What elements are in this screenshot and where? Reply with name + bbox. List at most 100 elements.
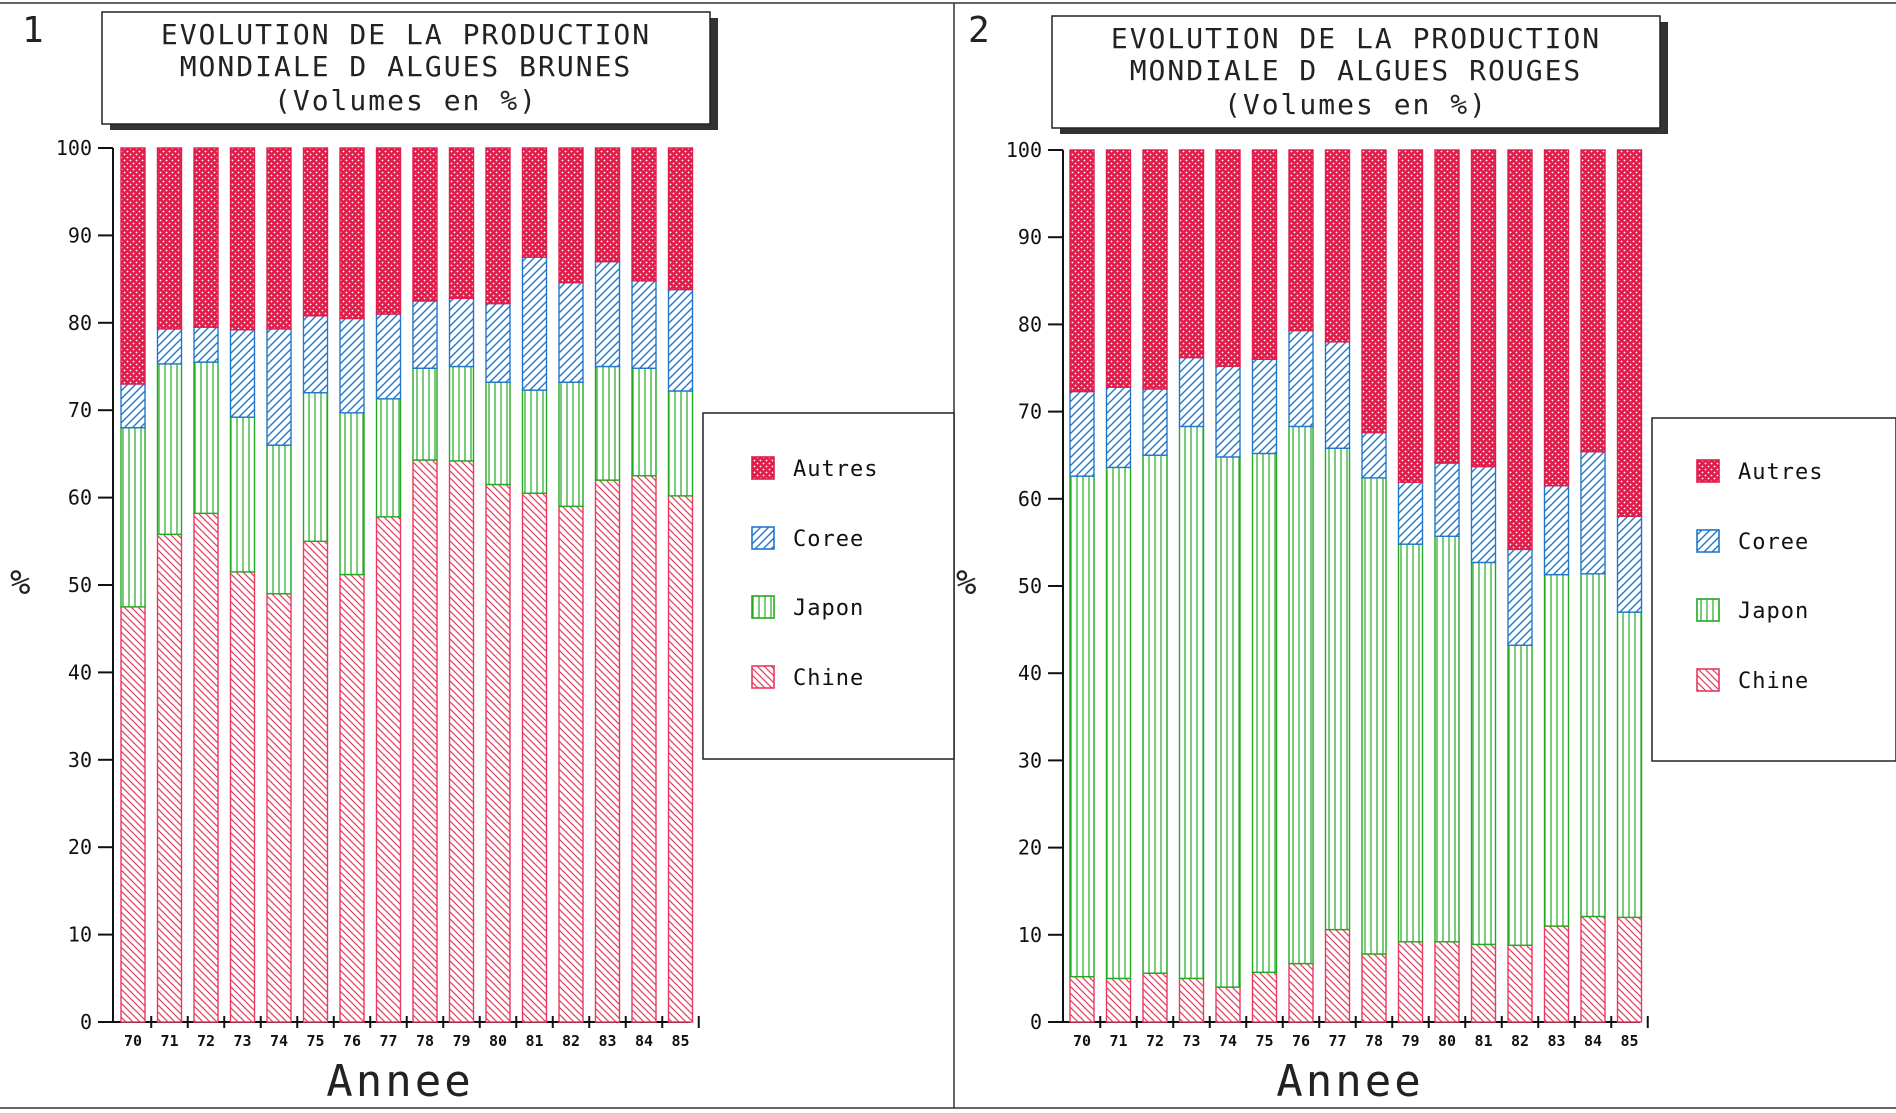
bar-segment-japon	[375, 398, 402, 518]
bar-segment-coree	[1397, 481, 1424, 545]
bar-segment-autres	[485, 147, 511, 305]
bar-segment-autres	[558, 147, 584, 284]
bar-segment-autres	[1543, 149, 1570, 487]
bar-segment-autres	[1324, 149, 1351, 343]
y-tick-label: 70	[68, 398, 92, 422]
bar-segment-coree	[558, 281, 584, 383]
x-tick-label: 82	[562, 1032, 580, 1050]
chart-title-line-2: MONDIALE D ALGUES ROUGES	[1130, 54, 1583, 87]
bar-segment-coree	[1361, 431, 1387, 479]
bar-segment-autres	[1069, 149, 1095, 393]
x-tick-label: 84	[635, 1032, 653, 1050]
x-tick-label: 83	[598, 1032, 616, 1050]
bar-segment-coree	[1215, 365, 1241, 458]
bar-segment-japon	[1361, 477, 1387, 955]
bar-segment-coree	[1105, 386, 1132, 469]
legend-label-coree: Coree	[793, 527, 864, 552]
chart-title-box: EVOLUTION DE LA PRODUCTION MONDIALE D AL…	[101, 11, 718, 130]
bar-segment-japon	[521, 389, 548, 494]
bar-segment-autres	[1142, 149, 1168, 390]
x-tick-label: 73	[1182, 1032, 1200, 1050]
legend-label-autres: Autres	[793, 457, 878, 482]
bar-segment-chine	[594, 479, 621, 1023]
bar-segment-chine	[412, 459, 438, 1023]
red-algae-panel: 2 EVOLUTION DE LA PRODUCTION MONDIALE D …	[956, 10, 1896, 1107]
y-tick-label: 10	[1018, 923, 1042, 947]
x-tick-label: 85	[671, 1032, 689, 1050]
y-tick-label: 40	[1018, 661, 1042, 685]
x-tick-label: 75	[1255, 1032, 1273, 1050]
x-tick-label: 85	[1620, 1032, 1638, 1050]
x-tick-label: 74	[1219, 1032, 1237, 1050]
bar-segment-japon	[1434, 535, 1460, 943]
x-tick-label: 79	[452, 1032, 470, 1050]
x-tick-label: 76	[343, 1032, 361, 1050]
bar-segment-coree	[1178, 356, 1205, 428]
bar-segment-japon	[1324, 447, 1351, 931]
bar-segment-autres	[1251, 149, 1278, 360]
y-tick-label: 10	[68, 923, 92, 947]
bar-segment-japon	[1507, 644, 1533, 946]
bar-segment-japon	[1616, 611, 1643, 919]
legend-swatch-japon	[751, 595, 775, 619]
bar-segment-autres	[266, 147, 292, 330]
legend-swatch-coree	[1696, 529, 1720, 553]
bar-segment-chine	[1397, 941, 1424, 1023]
x-tick-label: 77	[1328, 1032, 1346, 1050]
x-tick-label: 72	[197, 1032, 215, 1050]
plot-area: 0 10 20 30 40 50 60 70 80 90 100 70 71 72 73 74 75 76 77 78…	[1006, 138, 1649, 1050]
y-tick-label: 60	[1018, 487, 1042, 511]
bar-segment-japon	[339, 412, 365, 576]
x-tick-label: 83	[1547, 1032, 1565, 1050]
x-tick-label: 81	[525, 1032, 543, 1050]
bar-segment-chine	[1105, 977, 1132, 1023]
panel-number: 2	[968, 10, 990, 51]
x-tick-label: 80	[1438, 1032, 1456, 1050]
legend-swatch-coree	[751, 526, 775, 550]
y-axis-label: %	[10, 563, 30, 603]
x-tick-label: 75	[306, 1032, 324, 1050]
bar-segment-chine	[485, 483, 511, 1023]
legend-swatch-chine	[751, 665, 775, 689]
y-tick-label: 0	[80, 1010, 92, 1034]
x-axis-label: Annee	[326, 1056, 473, 1107]
bar-segment-autres	[594, 147, 621, 263]
bar-segment-chine	[156, 533, 183, 1023]
bar-segment-japon	[1288, 425, 1314, 965]
bar-segment-autres	[667, 147, 694, 291]
bar-segment-coree	[667, 288, 694, 392]
bar-segment-japon	[120, 426, 146, 608]
bar-segment-japon	[302, 392, 329, 543]
bar-segment-autres	[156, 147, 183, 330]
x-tick-label: 71	[160, 1032, 178, 1050]
bar-segment-japon	[1470, 561, 1497, 946]
bar-segment-chine	[1361, 953, 1387, 1023]
bar-segment-japon	[448, 365, 475, 462]
bar-segment-japon	[193, 361, 219, 515]
bar-segment-japon	[1178, 425, 1205, 980]
x-tick-label: 78	[416, 1032, 434, 1050]
bar-segment-coree	[1470, 465, 1497, 564]
x-tick-label: 70	[1073, 1032, 1091, 1050]
bar-segment-japon	[412, 367, 438, 461]
bar-segment-chine	[302, 540, 329, 1023]
bar-segment-autres	[1434, 149, 1460, 464]
chart-title-line-1: EVOLUTION DE LA PRODUCTION	[161, 18, 651, 51]
bar-segment-chine	[448, 460, 475, 1023]
bar-segment-coree	[193, 326, 219, 363]
bar-segment-coree	[485, 302, 511, 383]
bar-segment-coree	[1616, 515, 1643, 613]
bar-segment-coree	[375, 313, 402, 400]
bar-segment-autres	[1178, 149, 1205, 359]
bar-segment-japon	[1397, 543, 1424, 943]
y-tick-label: 80	[68, 311, 92, 335]
bar-segment-autres	[1105, 149, 1132, 388]
bar-segment-japon	[485, 381, 511, 486]
legend-label-chine: Chine	[793, 666, 864, 691]
bar-segment-chine	[193, 512, 219, 1023]
bar-segment-autres	[521, 147, 548, 258]
bar-segment-coree	[156, 328, 183, 365]
x-tick-label: 70	[124, 1032, 142, 1050]
legend-swatch-autres	[751, 456, 775, 480]
